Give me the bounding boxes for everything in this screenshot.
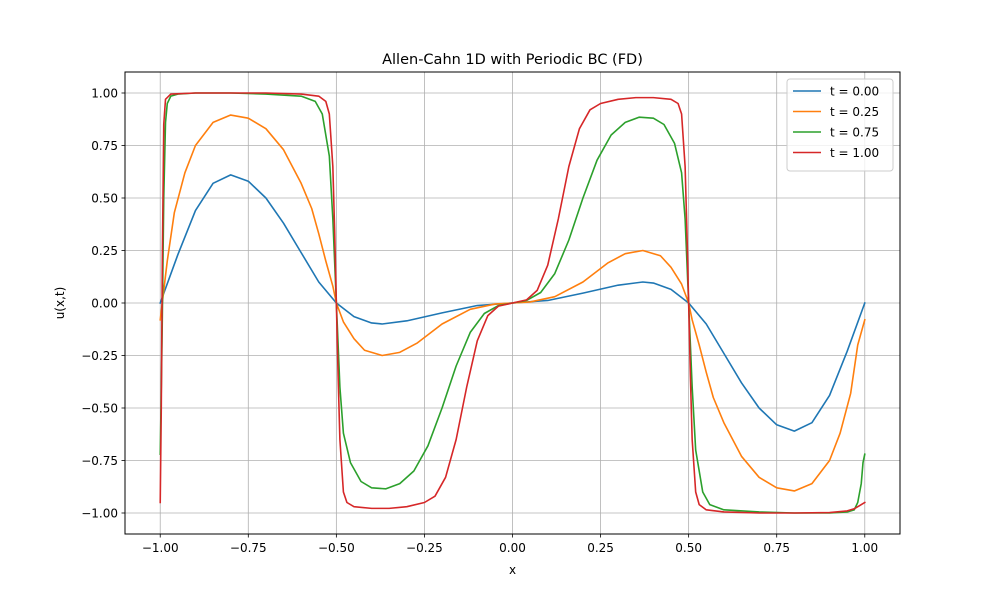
y-tick-label: 1.00: [91, 86, 118, 100]
chart-title: Allen-Cahn 1D with Periodic BC (FD): [382, 52, 643, 68]
x-tick-label: −0.75: [230, 541, 267, 555]
x-tick-label: 0.25: [587, 541, 614, 555]
x-tick-label: 0.00: [499, 541, 526, 555]
y-tick-label: −1.00: [81, 506, 118, 520]
y-axis-title: u(x,t): [53, 287, 67, 320]
x-tick-label: −0.50: [318, 541, 355, 555]
x-tick-label: 1.00: [851, 541, 878, 555]
legend-label: t = 0.00: [830, 84, 879, 98]
y-axis-ticks: −1.00 −0.75 −0.50 −0.25 0.00 0.25 0.50 0.75 1.00: [81, 86, 125, 520]
y-tick-label: −0.25: [81, 349, 118, 363]
x-tick-label: −1.00: [142, 541, 179, 555]
y-tick-label: −0.75: [81, 454, 118, 468]
x-tick-label: −0.25: [406, 541, 443, 555]
x-axis-title: x: [509, 563, 516, 577]
x-tick-label: 0.50: [675, 541, 702, 555]
y-tick-label: 0.75: [91, 139, 118, 153]
plot-lines: [159, 92, 866, 514]
y-tick-label: −0.50: [81, 401, 118, 415]
series-line-3: [159, 92, 866, 514]
legend: t = 0.00 t = 0.25 t = 0.75 t = 1.00: [786, 78, 894, 172]
x-tick-label: 0.75: [763, 541, 790, 555]
legend-label: t = 0.25: [830, 105, 879, 119]
legend-label: t = 1.00: [830, 146, 879, 160]
x-axis-ticks: −1.00 −0.75 −0.50 −0.25 0.00 0.25 0.50 0.75 1.00: [142, 534, 878, 555]
legend-label: t = 0.75: [830, 125, 879, 139]
legend-box: [786, 78, 894, 172]
y-tick-label: 0.50: [91, 191, 118, 205]
y-tick-label: 0.00: [91, 296, 118, 310]
y-tick-label: 0.25: [91, 244, 118, 258]
